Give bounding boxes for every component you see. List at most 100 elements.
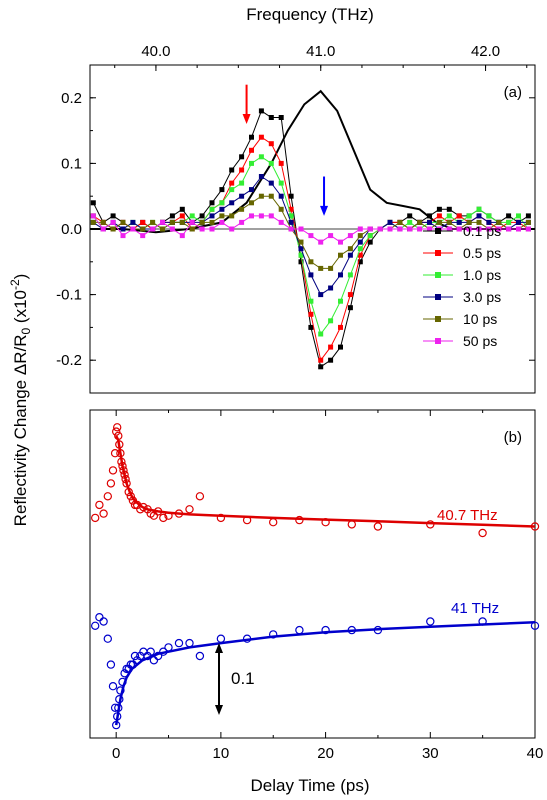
data-point	[149, 511, 159, 520]
data-point	[110, 226, 116, 232]
data-point	[130, 651, 140, 661]
data-point	[239, 219, 245, 225]
data-point	[436, 219, 442, 225]
data-point	[216, 513, 226, 523]
data-point	[110, 449, 120, 458]
reference-spectrum	[90, 89, 535, 234]
data-point	[446, 219, 452, 225]
data-point	[159, 513, 168, 523]
data-point	[417, 219, 423, 225]
data-point	[347, 292, 353, 298]
data-point	[249, 200, 254, 206]
x-tick-label: 30	[422, 745, 439, 762]
data-point	[120, 233, 126, 239]
data-point	[288, 213, 294, 219]
data-point	[112, 423, 122, 432]
data-point	[229, 187, 235, 193]
data-point	[103, 634, 113, 643]
data-point	[239, 206, 245, 212]
data-point	[258, 174, 264, 179]
data-point	[456, 219, 462, 225]
data-point	[179, 213, 185, 219]
x-tick-label: 10	[213, 745, 230, 762]
data-point	[347, 520, 356, 529]
data-point	[288, 219, 294, 225]
data-point	[446, 213, 452, 219]
data-point	[268, 115, 274, 120]
data-point	[328, 357, 334, 363]
data-point	[169, 226, 175, 232]
data-point	[476, 219, 482, 225]
data-point	[160, 219, 165, 225]
x-tick-label: 20	[317, 745, 334, 762]
data-point	[530, 621, 540, 631]
legend-marker	[435, 316, 441, 322]
data-point	[338, 252, 343, 258]
fit-curve	[114, 621, 536, 726]
legend-marker	[435, 250, 441, 256]
data-point	[288, 226, 294, 232]
scale-bar: 0.1	[215, 643, 255, 715]
data-point	[100, 226, 106, 232]
data-point	[229, 167, 235, 173]
data-point	[318, 357, 324, 363]
data-point	[318, 265, 324, 271]
data-point	[456, 226, 462, 232]
series-label-40-7-thz: 40.7 THz	[437, 507, 498, 524]
data-point	[219, 213, 225, 219]
data-point	[229, 226, 235, 232]
data-point	[525, 213, 531, 219]
data-point	[466, 219, 472, 225]
data-point	[308, 311, 314, 317]
x-axis-title: Delay Time (ps)	[250, 776, 369, 795]
data-point	[111, 427, 121, 436]
data-point	[258, 213, 264, 219]
data-point	[466, 226, 472, 232]
data-point	[377, 226, 383, 232]
data-point	[525, 226, 531, 232]
data-point	[90, 219, 96, 225]
data-point	[407, 219, 413, 225]
data-point	[298, 259, 304, 265]
data-point	[308, 259, 314, 265]
data-point	[298, 239, 304, 245]
data-point	[199, 213, 205, 219]
data-point	[219, 206, 225, 212]
data-point	[436, 213, 442, 219]
data-point	[209, 226, 215, 232]
data-point	[219, 219, 225, 225]
data-point	[288, 193, 294, 199]
data-point	[328, 344, 334, 350]
data-point	[278, 219, 284, 225]
data-point	[417, 226, 423, 232]
data-point	[90, 621, 100, 631]
scale-bar-head-up	[215, 643, 223, 653]
data-point	[347, 305, 353, 311]
data-point	[357, 226, 363, 232]
data-point	[308, 298, 314, 304]
panel-b-frame	[89, 409, 536, 739]
series-41-thz	[90, 613, 540, 730]
data-point	[328, 318, 334, 324]
data-point	[90, 213, 96, 219]
data-point	[239, 193, 245, 199]
data-point	[476, 206, 482, 212]
data-point	[426, 617, 435, 626]
scale-bar-head-down	[215, 705, 223, 715]
data-point	[476, 213, 482, 219]
data-point	[278, 115, 284, 120]
data-point	[110, 213, 116, 219]
data-point	[239, 167, 245, 173]
data-point	[229, 213, 235, 219]
series-label-41-thz: 41 THz	[451, 600, 499, 617]
panel-a-arrows	[242, 84, 329, 216]
panel-a-series	[90, 108, 531, 370]
data-point	[239, 154, 245, 160]
x-tick-label: 0	[112, 745, 120, 762]
data-point	[357, 252, 363, 258]
data-point	[278, 180, 284, 186]
y-tick-label: 0.1	[61, 155, 82, 172]
panel-b: 0 10 20 30 40 40.7 THz 41 THz 0.1 (b)	[89, 409, 543, 762]
data-point	[278, 206, 284, 212]
data-point	[496, 226, 502, 232]
